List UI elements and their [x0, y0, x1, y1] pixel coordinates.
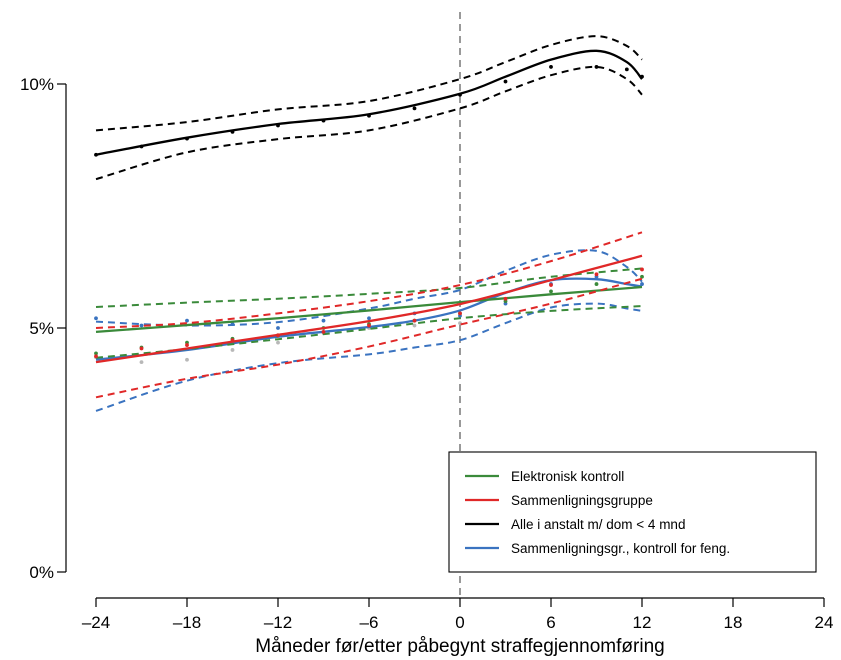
series-1 — [94, 267, 644, 359]
x-tick-label: –6 — [360, 613, 379, 632]
observed-point — [549, 65, 553, 69]
observed-point — [503, 79, 508, 84]
legend-label: Sammenligningsgruppe — [511, 493, 653, 508]
series-layer — [94, 35, 644, 412]
legend-label: Elektronisk kontroll — [511, 469, 624, 484]
series-3 — [94, 35, 644, 181]
ci-upper-line — [95, 267, 643, 309]
observed-point — [139, 346, 144, 351]
series-4 — [94, 249, 644, 412]
y-tick-label: 5% — [29, 319, 54, 338]
observed-point — [276, 326, 280, 330]
ci-upper-line — [95, 231, 643, 329]
observed-point — [640, 282, 644, 286]
observed-point — [640, 267, 644, 272]
observed-point — [185, 318, 189, 323]
observed-point — [412, 106, 417, 111]
trend-line — [95, 254, 643, 364]
x-tick-label: 12 — [633, 613, 652, 632]
observed-point — [503, 296, 508, 301]
trend-line — [95, 285, 643, 334]
observed-point — [412, 318, 417, 323]
series-2 — [94, 231, 644, 399]
legend-box — [448, 451, 817, 573]
observed-point — [139, 360, 144, 365]
trend-line — [95, 49, 643, 156]
ci-upper-line — [95, 35, 643, 132]
y-tick-label: 10% — [20, 75, 54, 94]
observed-point — [412, 323, 417, 328]
observed-point — [549, 283, 553, 287]
observed-point — [594, 282, 599, 286]
x-tick-label: 18 — [724, 613, 743, 632]
x-tick-label: –24 — [82, 613, 110, 632]
observed-point — [185, 357, 189, 362]
axes: 0% 5% 10% –24 –18 –12 –6 0 6 12 18 24 — [20, 12, 833, 632]
observed-point — [276, 340, 280, 345]
ci-lower-line — [95, 302, 643, 412]
observed-point — [594, 272, 599, 277]
observed-point — [549, 289, 553, 294]
ci-lower-line — [95, 65, 643, 181]
observed-point — [230, 348, 235, 352]
ci-lower-line — [95, 277, 643, 399]
observed-point — [139, 323, 144, 328]
y-tick-label: 0% — [29, 563, 54, 582]
observed-point — [94, 354, 98, 359]
observed-point — [321, 330, 326, 334]
ci-lower-line — [95, 305, 643, 359]
ci-upper-line — [95, 249, 643, 327]
x-tick-label: 24 — [815, 613, 834, 632]
x-tick-label: 0 — [455, 613, 464, 632]
observed-point — [321, 318, 326, 323]
observed-point — [640, 274, 644, 279]
observed-point — [367, 316, 371, 321]
observed-point — [458, 311, 462, 316]
observed-point — [94, 351, 98, 356]
legend: Elektronisk kontroll Sammenligningsgruppe… — [448, 451, 817, 573]
observed-point — [185, 343, 189, 347]
observed-point — [367, 323, 371, 328]
legend-label: Sammenligningsgr., kontroll for feng. — [511, 541, 730, 556]
observed-point — [624, 67, 629, 72]
x-tick-label: –18 — [173, 613, 201, 632]
x-axis-title: Måneder før/etter påbegynt straffegjenno… — [255, 636, 664, 657]
legend-label: Alle i anstalt m/ dom < 4 mnd — [511, 517, 685, 532]
x-tick-label: –12 — [264, 613, 292, 632]
x-tick-label: 6 — [546, 613, 555, 632]
observed-point — [94, 316, 98, 321]
